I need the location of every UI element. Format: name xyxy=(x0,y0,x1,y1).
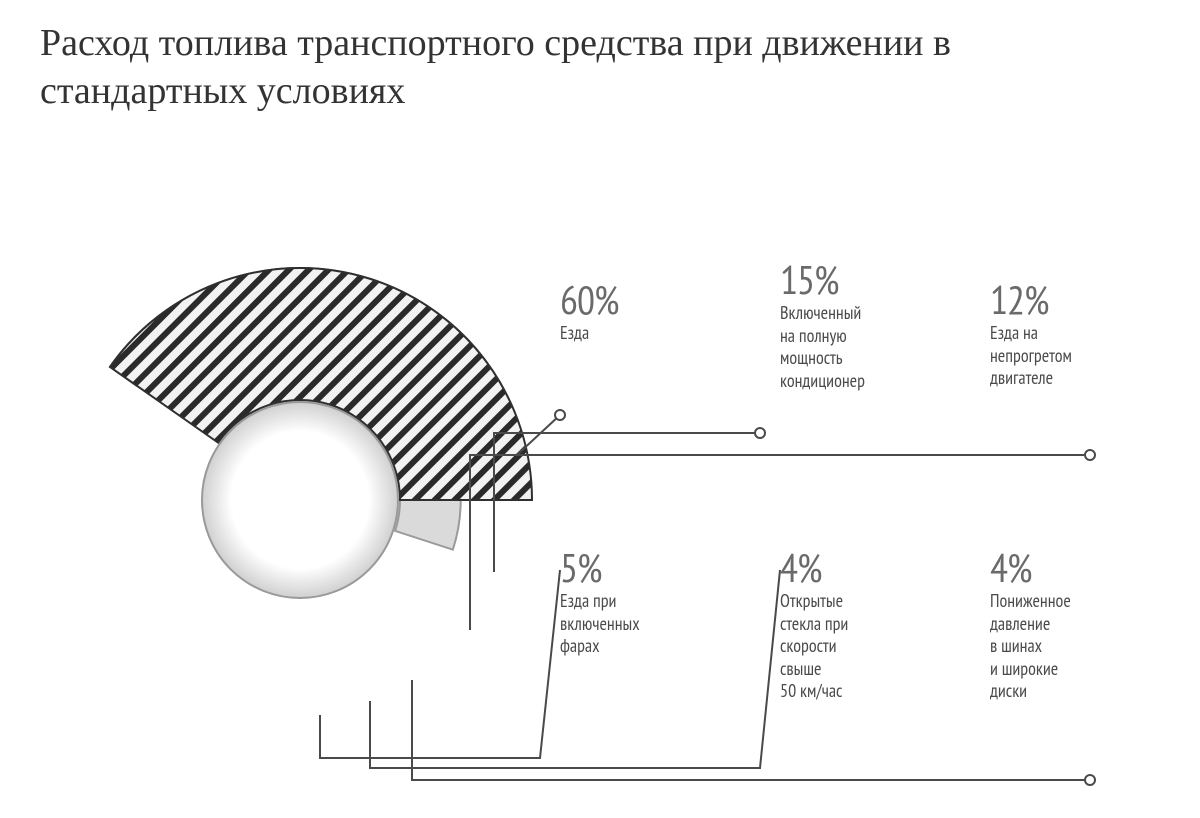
leader-dot-s-drive xyxy=(555,410,565,420)
pct-s-tires: 4% xyxy=(990,548,1071,588)
hub xyxy=(202,402,398,598)
leader-s-drive xyxy=(518,415,560,454)
pct-s-drive: 60% xyxy=(560,280,618,320)
pct-s-windows: 4% xyxy=(780,548,848,588)
leader-dot-s-ac xyxy=(755,428,765,438)
pct-s-engine: 12% xyxy=(990,280,1072,320)
leader-dot-s-tires xyxy=(1085,775,1095,785)
label-s-drive: 60%Езда xyxy=(560,280,618,345)
slices-group xyxy=(110,268,532,598)
slice-s-headlights xyxy=(395,500,461,550)
desc-s-tires: Пониженное давление в шинах и широкие ди… xyxy=(990,590,1071,703)
desc-s-windows: Открытые стекла при скорости свыше 50 км… xyxy=(780,590,848,703)
label-s-engine: 12%Езда на непрогретом двигателе xyxy=(990,280,1072,390)
desc-s-headlights: Езда при включенных фарах xyxy=(560,590,640,658)
desc-s-engine: Езда на непрогретом двигателе xyxy=(990,322,1072,390)
desc-s-ac: Включенный на полную мощность кондиционе… xyxy=(780,302,865,392)
leader-s-headlights xyxy=(320,570,560,758)
leader-s-tires xyxy=(412,680,1090,780)
label-s-ac: 15%Включенный на полную мощность кондици… xyxy=(780,260,865,392)
pct-s-headlights: 5% xyxy=(560,548,640,588)
pct-s-ac: 15% xyxy=(780,260,865,300)
label-s-windows: 4%Открытые стекла при скорости свыше 50 … xyxy=(780,548,848,703)
label-s-tires: 4%Пониженное давление в шинах и широкие … xyxy=(990,548,1071,703)
label-s-headlights: 5%Езда при включенных фарах xyxy=(560,548,640,658)
leader-dot-s-engine xyxy=(1085,450,1095,460)
